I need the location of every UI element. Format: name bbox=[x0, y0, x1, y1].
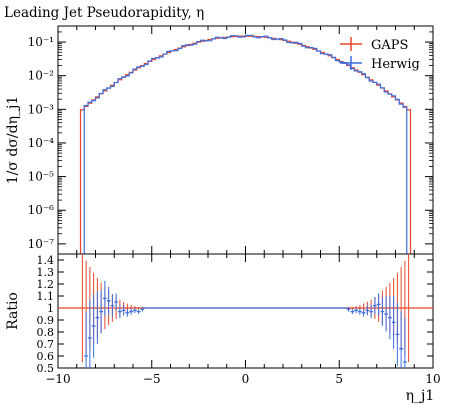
x-tick-label: 0 bbox=[242, 372, 250, 386]
ratio-x-ticks bbox=[57, 254, 434, 368]
ratio-series bbox=[58, 254, 433, 368]
top-y-ticks: 10⁻⁷ 10⁻⁶ 10⁻⁵ 10⁻⁴ 10⁻³ 10⁻² 10⁻¹ bbox=[28, 31, 433, 251]
top-y-tick-label: 10⁻⁴ bbox=[28, 136, 55, 150]
top-series bbox=[79, 34, 412, 254]
ratio-y-tick-label: 1 bbox=[47, 302, 54, 315]
ratio-y-tick-label: 1.4 bbox=[37, 254, 55, 267]
x-tick-label: −10 bbox=[45, 372, 70, 386]
legend-entry-herwig: Herwig bbox=[340, 56, 420, 72]
ratio-y-tick-label: 0.9 bbox=[37, 314, 55, 327]
ratio-y-tick-label: 1.3 bbox=[37, 266, 55, 279]
x-tick-label: 10 bbox=[425, 372, 440, 386]
ratio-y-tick-label: 1.2 bbox=[37, 278, 55, 291]
x-tick-label: −5 bbox=[143, 372, 161, 386]
chart-title: Leading Jet Pseudorapidity, η bbox=[4, 5, 204, 21]
herwig-ratio-steps bbox=[84, 297, 407, 363]
top-x-ticks bbox=[57, 26, 434, 254]
top-y-tick-label: 10⁻¹ bbox=[28, 35, 54, 49]
herwig-histogram bbox=[83, 34, 408, 254]
x-tick-labels: −10 −5 0 5 10 bbox=[45, 372, 440, 386]
ratio-y-axis-label: Ratio bbox=[5, 292, 21, 330]
ratio-y-tick-label: 0.6 bbox=[37, 350, 55, 363]
top-y-axis-label: 1/σ dσ/dη_j1 bbox=[5, 96, 21, 184]
ratio-panel: 0.50.60.70.80.911.11.21.31.4 Ratio bbox=[5, 253, 434, 375]
ratio-y-tick-label: 0.8 bbox=[37, 326, 55, 339]
ratio-panel-frame bbox=[57, 253, 434, 369]
ratio-y-tick-label: 0.7 bbox=[37, 338, 55, 351]
ratio-y-tick-label: 0.5 bbox=[37, 362, 55, 375]
top-y-tick-label: 10⁻⁶ bbox=[28, 203, 55, 217]
legend-entry-gaps: GAPS bbox=[340, 37, 408, 53]
legend-gaps-label: GAPS bbox=[371, 38, 408, 53]
top-y-tick-label: 10⁻³ bbox=[28, 102, 55, 116]
top-y-tick-label: 10⁻² bbox=[28, 69, 55, 83]
legend-herwig-label: Herwig bbox=[371, 57, 420, 72]
top-panel: 10⁻⁷ 10⁻⁶ 10⁻⁵ 10⁻⁴ 10⁻³ 10⁻² 10⁻¹ GAPS Herwig… bbox=[5, 25, 434, 255]
ratio-y-tick-label: 1.1 bbox=[37, 290, 55, 303]
top-y-tick-label: 10⁻⁵ bbox=[28, 170, 55, 184]
legend: GAPS Herwig bbox=[340, 37, 420, 72]
top-y-tick-label: 10⁻⁷ bbox=[28, 237, 55, 251]
x-axis-label: η_j1 bbox=[406, 388, 435, 404]
x-tick-label: 5 bbox=[335, 372, 343, 386]
ratio-y-ticks: 0.50.60.70.80.911.11.21.31.4 bbox=[37, 254, 433, 375]
gaps-histogram bbox=[79, 35, 412, 254]
